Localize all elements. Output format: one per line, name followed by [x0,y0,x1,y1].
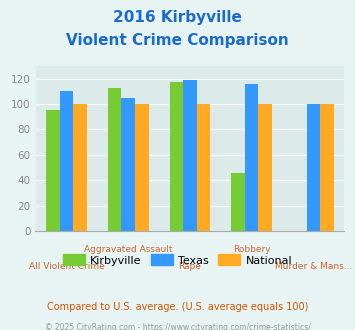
Text: Compared to U.S. average. (U.S. average equals 100): Compared to U.S. average. (U.S. average … [47,302,308,312]
Bar [73,104,87,231]
Bar [258,104,272,231]
Text: © 2025 CityRating.com - https://www.cityrating.com/crime-statistics/: © 2025 CityRating.com - https://www.city… [45,323,310,330]
Bar [108,87,121,231]
Bar [197,104,210,231]
Bar [121,98,135,231]
Text: Robbery: Robbery [233,245,271,254]
Bar [60,91,73,231]
Text: Murder & Mans...: Murder & Mans... [275,262,352,271]
Bar [231,173,245,231]
Legend: Kirbyville, Texas, National: Kirbyville, Texas, National [58,250,297,270]
Text: Rape: Rape [179,262,201,271]
Bar [320,104,334,231]
Bar [307,104,320,231]
Bar [183,80,197,231]
Text: All Violent Crime: All Violent Crime [28,262,104,271]
Bar [245,84,258,231]
Bar [46,111,60,231]
Text: Violent Crime Comparison: Violent Crime Comparison [66,33,289,48]
Text: Aggravated Assault: Aggravated Assault [84,245,173,254]
Text: 2016 Kirbyville: 2016 Kirbyville [113,10,242,25]
Bar [135,104,148,231]
Bar [170,82,183,231]
